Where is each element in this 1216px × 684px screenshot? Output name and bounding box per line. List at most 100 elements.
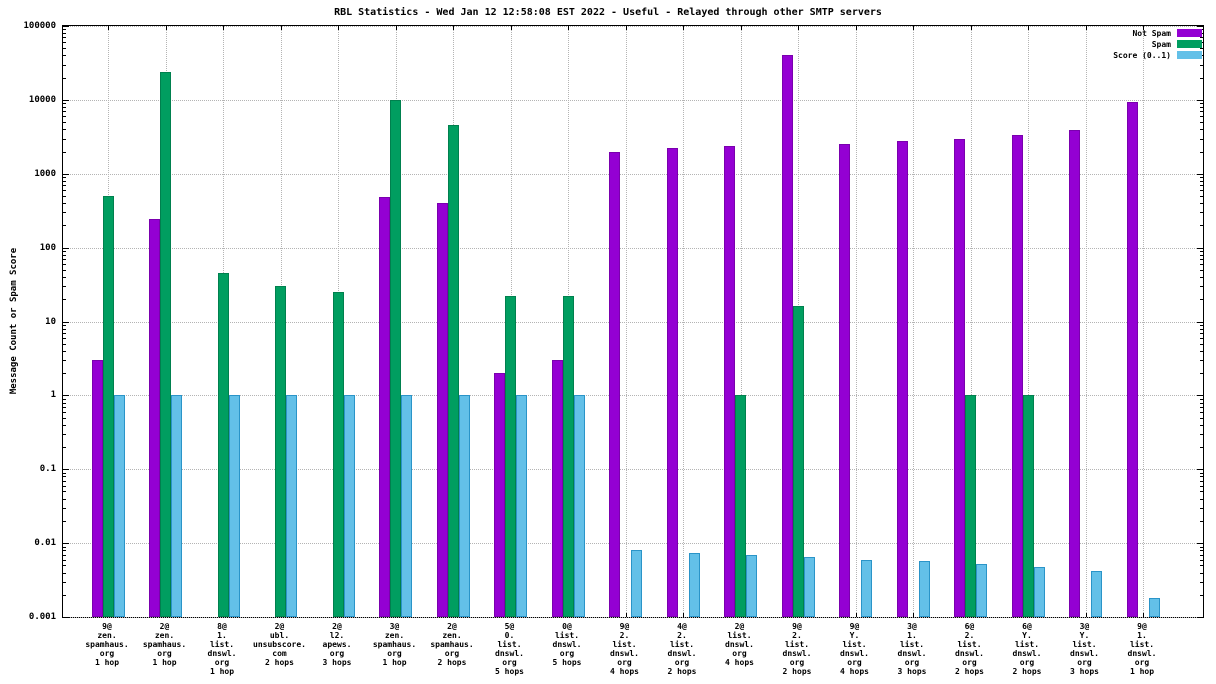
bar-score-0-1-11	[746, 555, 757, 617]
gridline-vertical	[913, 26, 914, 617]
y-minor-tick	[63, 424, 66, 426]
y-minor-tick	[1200, 277, 1203, 279]
y-minor-tick	[1200, 559, 1203, 561]
x-tick-label: 2@ list. dnswl. org 4 hops	[725, 622, 754, 667]
y-minor-tick	[63, 254, 66, 256]
y-minor-tick	[63, 64, 66, 66]
bar-spam-16	[1022, 395, 1034, 617]
y-minor-tick	[63, 299, 66, 301]
bar-score-0-1-16	[1033, 567, 1045, 617]
y-minor-tick	[63, 138, 66, 140]
y-minor-tick	[63, 55, 66, 57]
y-minor-tick	[63, 406, 66, 408]
y-minor-tick	[63, 434, 66, 435]
bar-score-0-1-12	[803, 557, 815, 617]
x-tick	[913, 26, 914, 30]
bar-spam-1	[160, 71, 171, 617]
x-tick	[970, 26, 972, 30]
y-minor-tick	[1200, 398, 1203, 400]
y-minor-tick	[63, 212, 66, 214]
x-tick-label: 2@ ubl. unsubscore. com 2 hops	[253, 622, 306, 667]
y-minor-tick	[63, 520, 66, 522]
y-minor-tick	[1200, 373, 1203, 375]
y-minor-tick	[63, 185, 66, 187]
y-minor-tick	[1200, 180, 1203, 182]
y-minor-tick	[1200, 343, 1203, 345]
x-tick-label: 6@ Y. list. dnswl. org 2 hops	[1012, 622, 1042, 676]
y-minor-tick	[1200, 64, 1203, 66]
gridline-horizontal	[63, 321, 1203, 323]
bar-score-0-1-17	[1091, 570, 1102, 617]
gridline-horizontal	[63, 173, 1203, 175]
x-tick	[338, 26, 339, 30]
y-minor-tick	[1200, 203, 1203, 205]
bar-score-0-1-7	[516, 395, 527, 617]
y-minor-tick	[63, 476, 66, 478]
bar-spam-12	[792, 306, 804, 617]
y-minor-tick	[63, 116, 66, 118]
gridline-horizontal	[63, 247, 1203, 249]
x-tick-label: 5@ 0. list. dnswl. org 5 hops	[495, 622, 524, 676]
gridline-vertical	[970, 26, 972, 617]
y-minor-tick	[1200, 550, 1203, 552]
bar-not-spam-16	[1011, 135, 1023, 617]
x-tick-label: 2@ zen. spamhaus. org 2 hops	[430, 622, 474, 667]
y-minor-tick	[1200, 572, 1203, 574]
y-minor-tick	[63, 151, 66, 153]
y-major-tick	[63, 543, 69, 545]
legend-label-score: Score (0..1)	[1113, 50, 1171, 60]
y-minor-tick	[1200, 328, 1203, 330]
bar-not-spam-9	[609, 151, 620, 617]
bar-score-0-1-15	[976, 564, 987, 617]
y-minor-tick	[63, 177, 66, 179]
y-minor-tick	[1200, 264, 1203, 265]
y-minor-tick	[63, 103, 66, 105]
y-minor-tick	[1200, 269, 1203, 271]
y-minor-tick	[63, 594, 66, 596]
x-tick-label: 2@ zen. spamhaus. org 1 hop	[142, 622, 187, 667]
y-minor-tick	[63, 373, 66, 375]
bar-not-spam-14	[896, 140, 908, 617]
gridline-vertical	[1143, 26, 1144, 617]
y-minor-tick	[63, 324, 66, 326]
x-tick	[625, 613, 627, 617]
y-minor-tick	[63, 129, 66, 131]
x-tick-label: 9@ 2. list. dnswl. org 2 hops	[782, 622, 812, 676]
y-minor-tick	[1200, 520, 1203, 522]
y-minor-tick	[1200, 107, 1203, 109]
y-minor-tick	[63, 559, 66, 561]
y-minor-tick	[63, 447, 66, 448]
y-minor-tick	[63, 350, 66, 352]
y-minor-tick	[63, 29, 66, 31]
y-major-tick	[1197, 247, 1203, 249]
x-tick	[855, 613, 857, 617]
bar-spam-5	[390, 99, 401, 617]
x-tick	[108, 26, 109, 30]
y-minor-tick	[63, 264, 66, 265]
y-minor-tick	[1200, 195, 1203, 197]
y-minor-tick	[63, 37, 66, 39]
y-minor-tick	[1200, 480, 1203, 482]
y-minor-tick	[63, 33, 66, 35]
y-minor-tick	[63, 485, 66, 487]
gridline-horizontal	[63, 617, 1203, 618]
y-major-tick	[1197, 395, 1203, 397]
y-minor-tick	[1200, 565, 1203, 567]
bar-spam-15	[965, 395, 976, 617]
y-tick-label: 1000	[34, 168, 56, 179]
y-minor-tick	[1200, 507, 1203, 509]
bar-score-0-1-1	[171, 395, 182, 617]
y-tick-label: 100000	[23, 21, 56, 31]
y-minor-tick	[1200, 434, 1203, 435]
y-tick-label: 0.01	[34, 538, 56, 549]
y-minor-tick	[1200, 212, 1203, 214]
y-minor-tick	[63, 402, 66, 404]
bar-not-spam-11	[724, 145, 735, 617]
y-minor-tick	[63, 360, 66, 362]
x-tick	[1143, 613, 1144, 617]
y-major-tick	[1197, 321, 1203, 323]
y-minor-tick	[1200, 138, 1203, 140]
legend-swatch-score	[1177, 51, 1202, 59]
y-minor-tick	[63, 565, 66, 567]
y-minor-tick	[1200, 185, 1203, 187]
